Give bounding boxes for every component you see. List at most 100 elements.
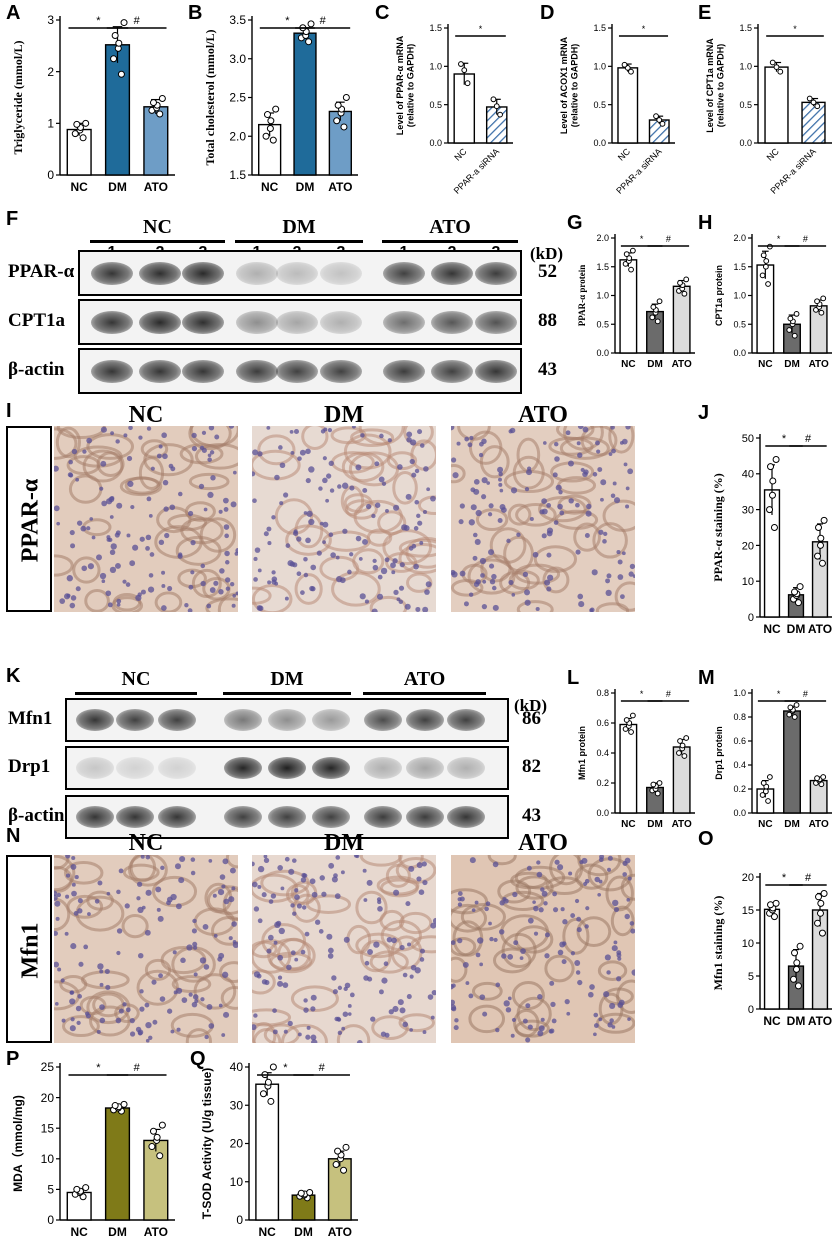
protein-band bbox=[276, 261, 318, 285]
blot-group-label: NC bbox=[143, 216, 172, 238]
data-point bbox=[111, 1102, 119, 1110]
y-axis-label-line: Level of PPAR-α mRNA bbox=[395, 35, 405, 135]
nucleus bbox=[612, 481, 617, 486]
x-tick-label: NC bbox=[452, 146, 469, 163]
nucleus bbox=[341, 1026, 346, 1031]
nucleus bbox=[622, 860, 628, 867]
panel-letter-d: D bbox=[540, 2, 555, 24]
nucleus bbox=[277, 865, 283, 871]
nucleus bbox=[282, 982, 289, 988]
nucleus bbox=[97, 880, 103, 886]
protein-band bbox=[91, 261, 133, 285]
nucleus bbox=[480, 573, 485, 578]
nucleus bbox=[342, 528, 348, 534]
chart-b: 1.5 2.0 2.5 3.0 3.5 Total cholesterol (mmol/L… bbox=[203, 13, 358, 194]
tubule bbox=[112, 593, 142, 612]
nucleus bbox=[383, 961, 389, 967]
data-point bbox=[796, 583, 804, 591]
y-tick-label: 40 bbox=[742, 469, 754, 481]
protein-band bbox=[406, 806, 444, 828]
micrograph-title: DM bbox=[324, 830, 364, 856]
data-point bbox=[458, 61, 464, 67]
nucleus bbox=[351, 426, 356, 429]
tissue-texture bbox=[451, 426, 635, 612]
nucleus bbox=[502, 897, 507, 902]
blot-group-line bbox=[223, 692, 351, 695]
bar-nc bbox=[617, 67, 639, 144]
tubule bbox=[371, 1015, 409, 1041]
nucleus bbox=[252, 881, 258, 888]
tubule bbox=[285, 524, 332, 556]
nucleus bbox=[547, 574, 554, 581]
significance-mark: * bbox=[96, 1062, 101, 1074]
nucleus bbox=[347, 569, 352, 575]
y-tick-label: 3.5 bbox=[229, 13, 246, 27]
nucleus bbox=[544, 932, 550, 938]
nucleus bbox=[228, 426, 235, 429]
tubule bbox=[513, 1008, 540, 1038]
nucleus bbox=[192, 994, 199, 1000]
nucleus bbox=[283, 1029, 288, 1034]
nucleus bbox=[409, 458, 415, 465]
nucleus bbox=[589, 984, 595, 990]
nucleus bbox=[347, 1012, 352, 1016]
nucleus bbox=[130, 504, 135, 510]
nucleus bbox=[283, 492, 289, 498]
nucleus bbox=[277, 954, 284, 961]
nucleus bbox=[327, 428, 333, 433]
nucleus bbox=[498, 482, 503, 487]
data-point bbox=[656, 780, 663, 786]
nucleus bbox=[225, 586, 231, 591]
significance-mark: # bbox=[666, 689, 671, 699]
bar-ato bbox=[809, 779, 828, 814]
nucleus bbox=[83, 944, 89, 950]
x-tick-label: NC bbox=[70, 180, 88, 194]
nucleus bbox=[611, 1025, 616, 1029]
tubule bbox=[614, 581, 635, 612]
protein-band bbox=[76, 757, 114, 779]
nucleus bbox=[602, 539, 607, 544]
data-point bbox=[464, 80, 471, 87]
nucleus bbox=[469, 857, 476, 864]
nucleus bbox=[538, 907, 544, 913]
nucleus bbox=[157, 915, 164, 922]
nucleus bbox=[451, 1004, 457, 1011]
nucleus bbox=[148, 573, 154, 578]
y-tick-label: 1.5 bbox=[229, 168, 246, 182]
nucleus bbox=[97, 963, 104, 970]
nucleus bbox=[422, 606, 429, 612]
nucleus bbox=[135, 1026, 142, 1033]
y-tick-label: 1.5 bbox=[733, 262, 746, 272]
nucleus bbox=[292, 911, 297, 916]
bar-nc bbox=[255, 1083, 280, 1221]
nucleus bbox=[627, 1017, 631, 1021]
panel-letter-l: L bbox=[567, 667, 580, 689]
nucleus bbox=[422, 879, 428, 886]
nucleus bbox=[161, 605, 167, 611]
data-point bbox=[814, 298, 820, 305]
nucleus bbox=[391, 570, 396, 575]
protein-band bbox=[475, 359, 517, 383]
protein-band bbox=[364, 757, 402, 779]
protein-band bbox=[182, 310, 224, 334]
bar-nc bbox=[619, 723, 638, 814]
data-point bbox=[791, 714, 798, 720]
nucleus bbox=[54, 900, 61, 907]
protein-band bbox=[116, 709, 154, 731]
nucleus bbox=[613, 940, 618, 945]
nucleus bbox=[184, 603, 189, 608]
nucleus bbox=[213, 580, 219, 586]
nucleus bbox=[99, 982, 104, 987]
nucleus bbox=[552, 472, 558, 478]
nucleus bbox=[162, 453, 168, 460]
nucleus bbox=[336, 575, 343, 583]
tubule bbox=[252, 939, 292, 974]
nucleus bbox=[488, 503, 494, 509]
data-point bbox=[334, 1147, 342, 1155]
nucleus bbox=[607, 1022, 613, 1028]
nucleus bbox=[335, 855, 341, 860]
nucleus bbox=[145, 855, 151, 860]
protein-band bbox=[224, 757, 262, 779]
x-tick-label: ATO bbox=[672, 819, 692, 830]
tubule bbox=[54, 855, 76, 892]
